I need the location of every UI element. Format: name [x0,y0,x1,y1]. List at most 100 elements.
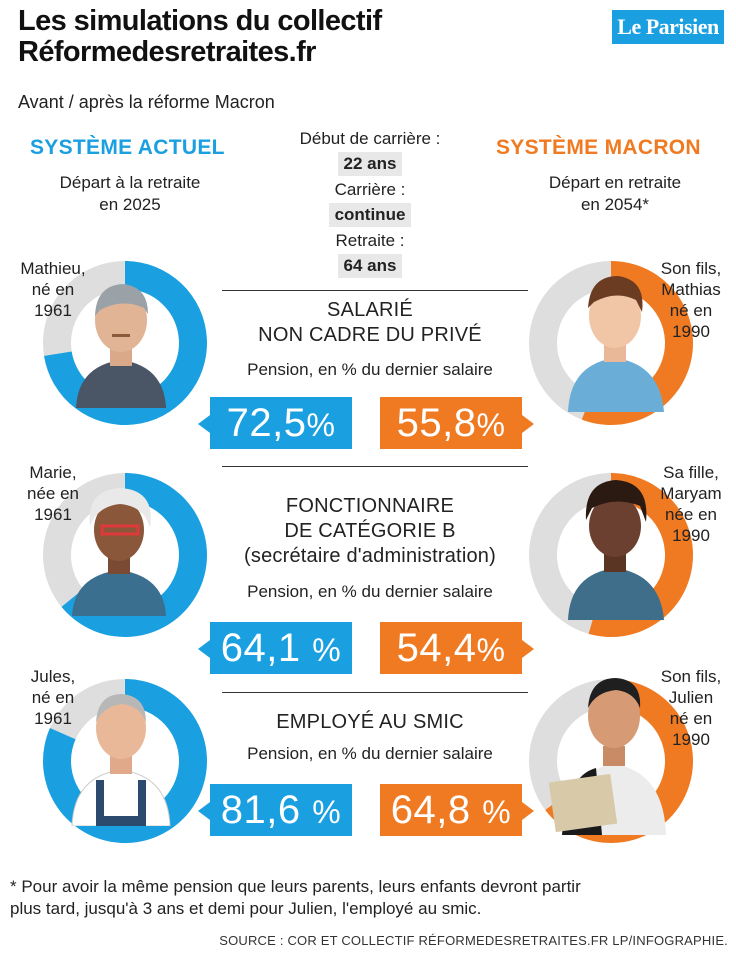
left-system-title: SYSTÈME ACTUEL [30,136,225,159]
left-system-sub-line2: en 2025 [99,195,161,214]
divider-1 [222,290,528,291]
portrait-jules [71,694,171,826]
portrait-maryam [568,480,664,620]
right-system-subtitle: Départ en retraite en 2054* [505,172,725,216]
section-3-subtitle: Pension, en % du dernier salaire [247,744,493,763]
section-2-title: FONCTIONNAIRE DE CATÉGORIE B (secrétaire… [200,494,540,569]
donut-macron-2 [526,470,696,640]
pct-actuel-1: 72,5% [198,397,352,449]
portrait-julien [548,678,666,835]
label-marie-line3: 1961 [34,505,72,524]
pct-macron-3-value: 64,8 [390,788,471,832]
pct-macron-1-unit: % [476,407,506,443]
pct-actuel-3-value: 81,6 [220,788,301,832]
label-julien-line1: Son fils, [660,667,722,686]
donut-actuel-2 [40,470,210,640]
pct-actuel-1-unit: % [306,407,336,443]
pct-actuel-3-unit: % [312,794,342,830]
pct-actuel-1-value: 72,5 [226,401,307,445]
divider-2 [222,466,528,467]
donut-macron-1-remainder [529,261,611,420]
pct-actuel-2-unit: % [312,632,342,668]
pct-macron-1: 55,8% [380,397,534,449]
title-line-1: Les simulations du collectif [18,5,382,37]
career-type-value: continue [328,203,412,227]
label-mathieu-line1: Mathieu, [20,259,86,278]
donut-macron-2-svg [529,473,693,637]
section-3-title: EMPLOYÉ AU SMIC [200,710,540,735]
label-mathieu: Mathieu, né en 1961 [8,258,98,321]
career-start-label: Début de carrière : [299,129,441,148]
pct-macron-2-unit: % [476,632,506,668]
section-1-title: SALARIÉ NON CADRE DU PRIVÉ [200,298,540,348]
label-julien-line4: 1990 [672,730,710,749]
label-marie-line2: née en [27,484,79,503]
pct-actuel-2: 64,1 % [198,622,352,674]
donut-actuel-3-remainder [49,679,125,740]
pct-actuel-3: 81,6 % [198,784,352,836]
donut-actuel-2-slice [61,473,208,637]
career-info: Début de carrière : 22 ans Carrière : co… [270,126,470,279]
section-2-subtitle: Pension, en % du dernier salaire [247,582,493,601]
donut-macron-1-svg [529,261,693,425]
section-3-title-line1: EMPLOYÉ AU SMIC [276,711,464,733]
section-1-title-line1: SALARIÉ [327,299,413,321]
retirement-age-label: Retraite : [335,231,405,250]
footnote-line2: plus tard, jusqu'à 3 ans et demi pour Ju… [10,899,482,918]
label-marie: Marie, née en 1961 [8,462,98,525]
label-maryam-line3: née en [665,505,717,524]
label-maryam-line1: Sa fille, [663,463,719,482]
pct-macron-3-unit: % [482,794,512,830]
label-jules-line2: né en [31,688,75,707]
section-2-title-line3: (secrétaire d'administration) [244,545,496,567]
portrait-mathias [568,276,664,412]
pct-macron-1-value: 55,8 [396,401,477,445]
label-mathieu-line3: 1961 [34,301,72,320]
label-jules: Jules, né en 1961 [8,666,98,729]
le-parisien-logo: Le Parisien [612,10,724,44]
right-system-sub-line1: Départ en retraite [548,173,682,192]
divider-3 [222,692,528,693]
label-maryam: Sa fille, Maryam née en 1990 [646,462,736,546]
label-julien: Son fils, Julien né en 1990 [646,666,736,750]
source-credit: SOURCE : COR ET COLLECTIF RÉFORMEDESRETR… [219,933,728,948]
donut-actuel-2-remainder [43,473,125,607]
label-julien-line3: né en [669,709,713,728]
page-title: Les simulations du collectif Réformedesr… [18,6,382,68]
footnote-line1: * Pour avoir la même pension que leurs p… [10,877,581,896]
label-mathias-line3: né en [669,301,713,320]
title-line-2: Réformedesretraites.fr [18,36,316,68]
label-mathias-line4: 1990 [672,322,710,341]
portrait-mathieu [76,284,166,408]
career-start-value: 22 ans [337,152,403,176]
label-mathias-line1: Son fils, [660,259,722,278]
label-jules-line1: Jules, [30,667,76,686]
section-1-title-line2: NON CADRE DU PRIVÉ [258,324,482,346]
retirement-age-value: 64 ans [337,254,403,278]
pct-macron-3: 64,8 % [380,784,534,836]
donut-actuel-2-svg [43,473,208,637]
label-mathias: Son fils, Mathias né en 1990 [646,258,736,342]
right-system-sub-line2: en 2054* [580,195,650,214]
label-jules-line3: 1961 [34,709,72,728]
left-system-sub-line1: Départ à la retraite [59,173,201,192]
label-maryam-line2: Maryam [660,484,722,503]
pct-actuel-2-value: 64,1 [220,626,301,670]
section-1-subtitle: Pension, en % du dernier salaire [247,360,493,379]
portrait-marie [72,488,166,616]
donut-macron-2-slice [588,473,693,637]
label-maryam-line4: 1990 [672,526,710,545]
donut-macron-1-slice [581,261,693,425]
label-mathias-line2: Mathias [661,280,721,299]
section-2-title-line1: FONCTIONNAIRE [285,495,455,517]
pct-macron-2-value: 54,4 [396,626,477,670]
footnote: * Pour avoir la même pension que leurs p… [10,876,730,920]
label-mathieu-line2: né en [31,280,75,299]
left-system-subtitle: Départ à la retraite en 2025 [20,172,240,216]
right-system-title: SYSTÈME MACRON [496,136,701,159]
career-type-label: Carrière : [334,180,406,199]
donut-macron-2-remainder [529,473,611,634]
label-julien-line2: Julien [668,688,714,707]
donut-macron-1 [526,258,696,428]
page-subtitle: Avant / après la réforme Macron [18,92,275,112]
